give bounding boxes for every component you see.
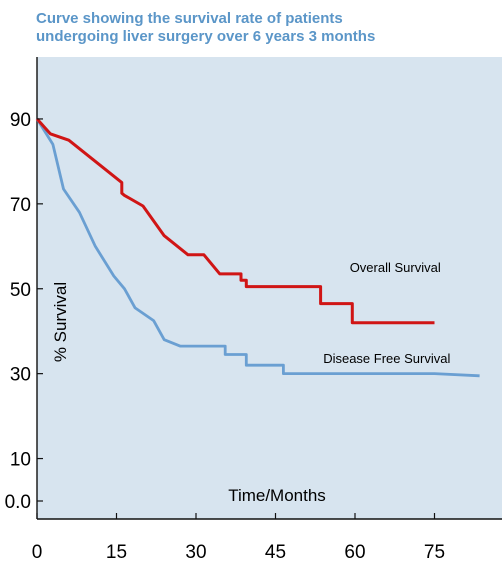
chart-title-line-1: Curve showing the survival rate of patie… xyxy=(36,10,343,27)
series-labels: Disease Free Survival Overall Survival xyxy=(323,260,450,366)
y-tick-label: 50 xyxy=(10,280,31,301)
y-axis-label: % Survival xyxy=(51,282,70,362)
x-axis-label: Time/Months xyxy=(228,486,326,505)
x-tick-label: 60 xyxy=(344,542,365,563)
y-tick-label: 0.0 xyxy=(5,492,31,513)
axes xyxy=(36,57,502,520)
chart-title-line-2: undergoing liver surgery over 6 years 3 … xyxy=(36,28,376,45)
disease-free-survival-label: Disease Free Survival xyxy=(323,351,450,366)
y-tick-label: 90 xyxy=(10,110,31,131)
x-tick-label: 45 xyxy=(265,542,286,563)
chart-title: Curve showing the survival rate of patie… xyxy=(36,10,476,46)
tick-labels: 0.0 10 30 50 70 90 0 15 30 45 60 75 xyxy=(5,110,445,563)
x-tick-label: 15 xyxy=(106,542,127,563)
overall-survival-line xyxy=(35,117,435,325)
y-tick-label: 10 xyxy=(10,450,31,471)
x-tick-label: 30 xyxy=(185,542,206,563)
x-tick-label: 0 xyxy=(32,542,43,563)
disease-free-survival-line xyxy=(35,118,480,378)
x-tick-label: 75 xyxy=(424,542,445,563)
y-tick-label: 30 xyxy=(10,365,31,386)
overall-survival-label: Overall Survival xyxy=(350,260,441,275)
y-tick-label: 70 xyxy=(10,195,31,216)
series-layer xyxy=(35,117,480,378)
